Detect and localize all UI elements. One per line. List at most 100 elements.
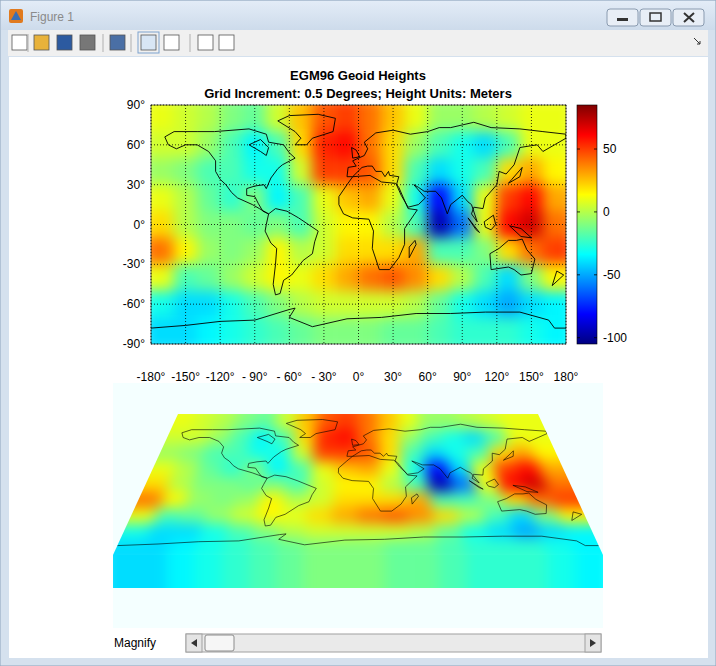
grid-line <box>254 105 255 344</box>
geoid-cell <box>266 237 290 264</box>
geoid-cell <box>427 317 451 344</box>
slider-thumb[interactable] <box>205 635 234 651</box>
geoid-cell <box>404 158 428 185</box>
geoid-cell <box>473 158 497 185</box>
geoid-cell <box>151 105 174 132</box>
geoid-cell <box>197 184 221 211</box>
geoid-cell <box>174 105 198 132</box>
window-button-max[interactable] <box>640 9 671 26</box>
toolbar-separator <box>28 34 29 52</box>
y-tick-label: 60° <box>127 138 145 152</box>
coastline <box>409 240 416 257</box>
geoid-cell <box>151 237 174 264</box>
coastline <box>513 485 538 492</box>
surface-face-cell <box>222 555 250 588</box>
surface-face-cell <box>548 555 576 588</box>
geoid-cell <box>497 317 521 344</box>
coastline <box>286 420 337 438</box>
y-tick-label: 90° <box>127 98 145 112</box>
coastline <box>182 428 299 478</box>
geoid-cell <box>404 105 428 132</box>
geoid-cell <box>358 184 382 211</box>
slider-right-button[interactable] <box>585 634 601 652</box>
geoid-cell <box>243 264 267 291</box>
x-tick-label: -120° <box>206 370 235 384</box>
coastline <box>503 451 513 460</box>
surface-face-cell <box>521 555 549 588</box>
geoid-cell <box>450 264 474 291</box>
surface-plot <box>67 402 650 566</box>
surface-cell <box>123 445 186 461</box>
geoid-cell <box>473 237 497 264</box>
geoid-cell <box>197 158 221 185</box>
geoid-cell <box>289 317 313 344</box>
surface-cell <box>316 402 340 430</box>
slider-left-arrow <box>191 639 197 647</box>
surface-face-cells <box>113 555 603 588</box>
surface-cell <box>378 429 402 445</box>
toolbar-button[interactable] <box>34 35 49 50</box>
geoid-cell <box>543 158 566 185</box>
surface-cell <box>90 508 161 524</box>
map-plot <box>151 105 566 344</box>
window-title: Figure 1 <box>30 10 74 24</box>
x-tick-label: - 90° <box>242 370 268 384</box>
colorbar-label: 50 <box>603 142 617 156</box>
surface-cell <box>357 523 385 539</box>
toolbar-button[interactable] <box>80 35 95 50</box>
surface-face-cell <box>276 555 304 588</box>
grid-line <box>531 105 532 344</box>
geoid-cell <box>335 105 359 132</box>
surface-face-cell <box>303 555 331 588</box>
toolbar-button[interactable] <box>198 35 213 50</box>
toolbar-button[interactable] <box>219 35 234 50</box>
slider-left-button[interactable] <box>186 634 202 652</box>
geoid-cell <box>335 317 359 344</box>
surface-cell <box>106 476 173 492</box>
toolbar-button[interactable] <box>164 35 179 50</box>
map-frame <box>151 105 566 344</box>
surface-cell <box>380 476 407 492</box>
coastline <box>508 167 522 183</box>
surface-cell <box>357 461 382 477</box>
grid-line <box>151 224 566 225</box>
slider-track[interactable] <box>186 634 601 652</box>
colorbar-tick <box>594 337 597 338</box>
geoid-cell <box>220 184 244 211</box>
geoid-cell <box>427 184 451 211</box>
surface-face-cell <box>412 555 440 588</box>
toolbar-button[interactable] <box>57 35 72 50</box>
toolbar-button[interactable] <box>110 35 125 50</box>
coastline <box>510 226 532 238</box>
window-button-min[interactable] <box>607 9 638 26</box>
geoid-cell <box>312 237 336 264</box>
surface-face-cell <box>330 555 358 588</box>
graticule <box>151 105 566 344</box>
surface-cell <box>407 508 436 524</box>
surface-cell <box>331 508 359 524</box>
coastline <box>262 475 317 526</box>
surface-cell <box>524 429 585 445</box>
window-button-close[interactable] <box>673 9 704 26</box>
coastline <box>352 439 360 445</box>
toolbar-toggle <box>138 32 159 53</box>
geoid-cell <box>289 264 313 291</box>
colorbar-tick <box>577 337 580 338</box>
slider-label: Magnify <box>114 636 156 650</box>
geoid-cell <box>197 264 221 291</box>
dock-arrow <box>694 38 700 44</box>
x-tick-label: -180° <box>137 370 166 384</box>
geoid-cell <box>520 264 544 291</box>
geoid-cell <box>197 317 221 344</box>
toolbar-button[interactable] <box>141 35 156 50</box>
geoid-cell <box>520 105 544 132</box>
surface-cell <box>290 445 316 461</box>
surface-cell <box>543 476 610 492</box>
surface-cells <box>67 402 650 566</box>
surface-cell <box>280 508 309 524</box>
surface-cell <box>530 445 593 461</box>
y-tick-label: 0° <box>134 218 146 232</box>
grid-line <box>323 105 324 344</box>
surface-cell <box>357 476 383 492</box>
toolbar-button[interactable] <box>12 35 27 50</box>
